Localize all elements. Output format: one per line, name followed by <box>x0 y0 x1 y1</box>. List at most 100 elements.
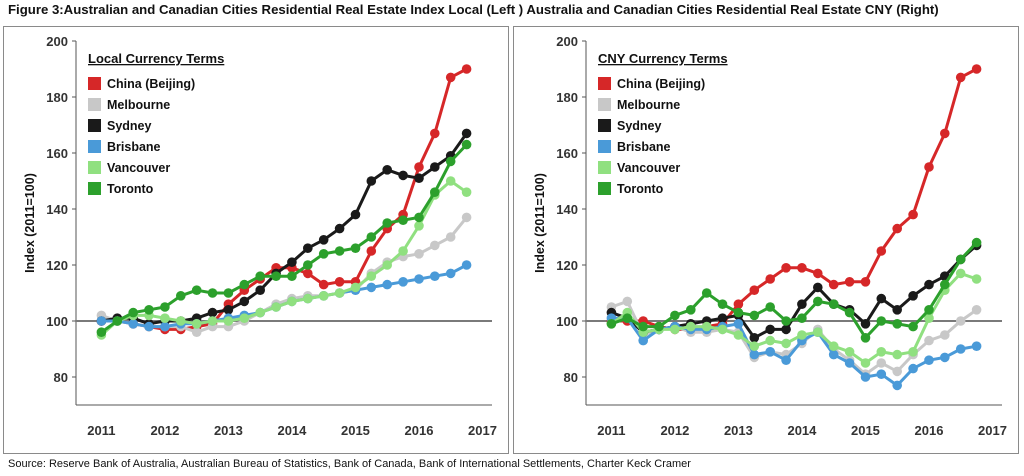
data-point <box>430 240 440 251</box>
legend: CNY Currency Terms China (Beijing) Melbour… <box>598 51 728 196</box>
data-point <box>207 316 218 326</box>
data-point <box>382 165 393 175</box>
data-point <box>191 327 202 338</box>
data-point <box>160 313 170 324</box>
data-point <box>287 271 297 281</box>
x-tick-label: 2013 <box>724 423 753 438</box>
data-point <box>844 307 855 318</box>
data-point <box>955 268 966 279</box>
data-point <box>461 64 472 74</box>
data-point <box>239 296 250 307</box>
y-tick-label: 140 <box>556 202 578 217</box>
chart-local-currency: 80 100 120 140 160 180 200 2011 2012 2013 2014 2015… <box>23 34 497 438</box>
data-point <box>430 162 440 172</box>
series-toronto <box>606 237 982 343</box>
data-point <box>940 330 950 340</box>
data-point <box>112 316 123 326</box>
data-point <box>908 209 918 220</box>
data-point <box>160 302 170 312</box>
data-point <box>733 319 744 329</box>
data-point <box>670 324 680 335</box>
data-point <box>398 215 408 225</box>
y-tick-label: 160 <box>556 146 578 161</box>
legend-swatch <box>88 77 101 90</box>
data-point <box>606 319 617 329</box>
data-point <box>749 349 760 360</box>
data-point <box>255 271 265 281</box>
data-point <box>303 293 313 304</box>
data-point <box>701 321 712 332</box>
data-point <box>334 223 345 234</box>
series-toronto <box>96 139 472 338</box>
data-point <box>908 363 918 374</box>
legend-swatch <box>598 119 611 132</box>
data-point <box>844 347 855 357</box>
data-point <box>924 313 934 324</box>
x-tick-label: 2015 <box>341 423 370 438</box>
legend-label: Brisbane <box>617 140 671 154</box>
data-point <box>749 285 760 296</box>
data-point <box>781 355 791 366</box>
x-tick-label: 2012 <box>150 423 179 438</box>
x-tick-label: 2012 <box>660 423 689 438</box>
data-point <box>96 316 107 326</box>
legend-label: Toronto <box>617 182 664 196</box>
data-point <box>971 64 982 74</box>
data-point <box>876 246 887 256</box>
y-tick-label: 80 <box>54 370 68 385</box>
data-point <box>239 279 250 290</box>
data-point <box>813 327 823 338</box>
data-point <box>717 299 728 310</box>
data-point <box>461 212 472 223</box>
data-point <box>749 341 760 352</box>
data-point <box>207 288 218 298</box>
data-point <box>654 321 664 332</box>
data-point <box>622 313 633 324</box>
data-point <box>414 274 424 284</box>
data-point <box>828 299 839 310</box>
data-point <box>892 305 902 315</box>
y-tick-label: 180 <box>556 90 578 105</box>
data-point <box>971 341 982 352</box>
data-point <box>701 288 712 298</box>
data-point <box>892 380 902 391</box>
data-point <box>445 72 456 83</box>
data-point <box>638 321 648 332</box>
data-point <box>828 341 839 352</box>
legend-title: CNY Currency Terms <box>598 51 728 66</box>
data-point <box>398 277 408 287</box>
data-point <box>382 279 393 290</box>
data-point <box>382 260 393 270</box>
data-point <box>445 176 456 186</box>
legend-label: Brisbane <box>107 140 161 154</box>
data-point <box>717 324 728 335</box>
legend-title: Local Currency Terms <box>88 51 224 66</box>
legend-swatch <box>88 119 101 132</box>
y-tick-label: 120 <box>46 258 68 273</box>
legend-swatch <box>88 182 101 195</box>
data-point <box>797 330 807 340</box>
data-point <box>622 296 633 307</box>
legend-swatch <box>598 98 611 111</box>
data-point <box>366 282 377 293</box>
data-point <box>366 271 377 281</box>
data-point <box>955 316 966 326</box>
data-point <box>255 285 265 296</box>
data-point <box>318 235 329 245</box>
data-point <box>860 372 871 382</box>
data-point <box>414 212 424 223</box>
y-tick-label: 100 <box>46 314 68 329</box>
data-point <box>908 291 918 301</box>
data-point <box>350 243 361 253</box>
data-point <box>255 307 265 318</box>
data-point <box>828 279 839 290</box>
legend-label: Melbourne <box>617 98 680 112</box>
data-point <box>813 296 823 307</box>
data-point <box>160 321 170 332</box>
data-point <box>318 291 329 301</box>
data-point <box>430 271 440 281</box>
legend-swatch <box>88 140 101 153</box>
data-point <box>781 338 791 349</box>
x-tick-label: 2017 <box>468 423 497 438</box>
data-point <box>844 358 855 368</box>
